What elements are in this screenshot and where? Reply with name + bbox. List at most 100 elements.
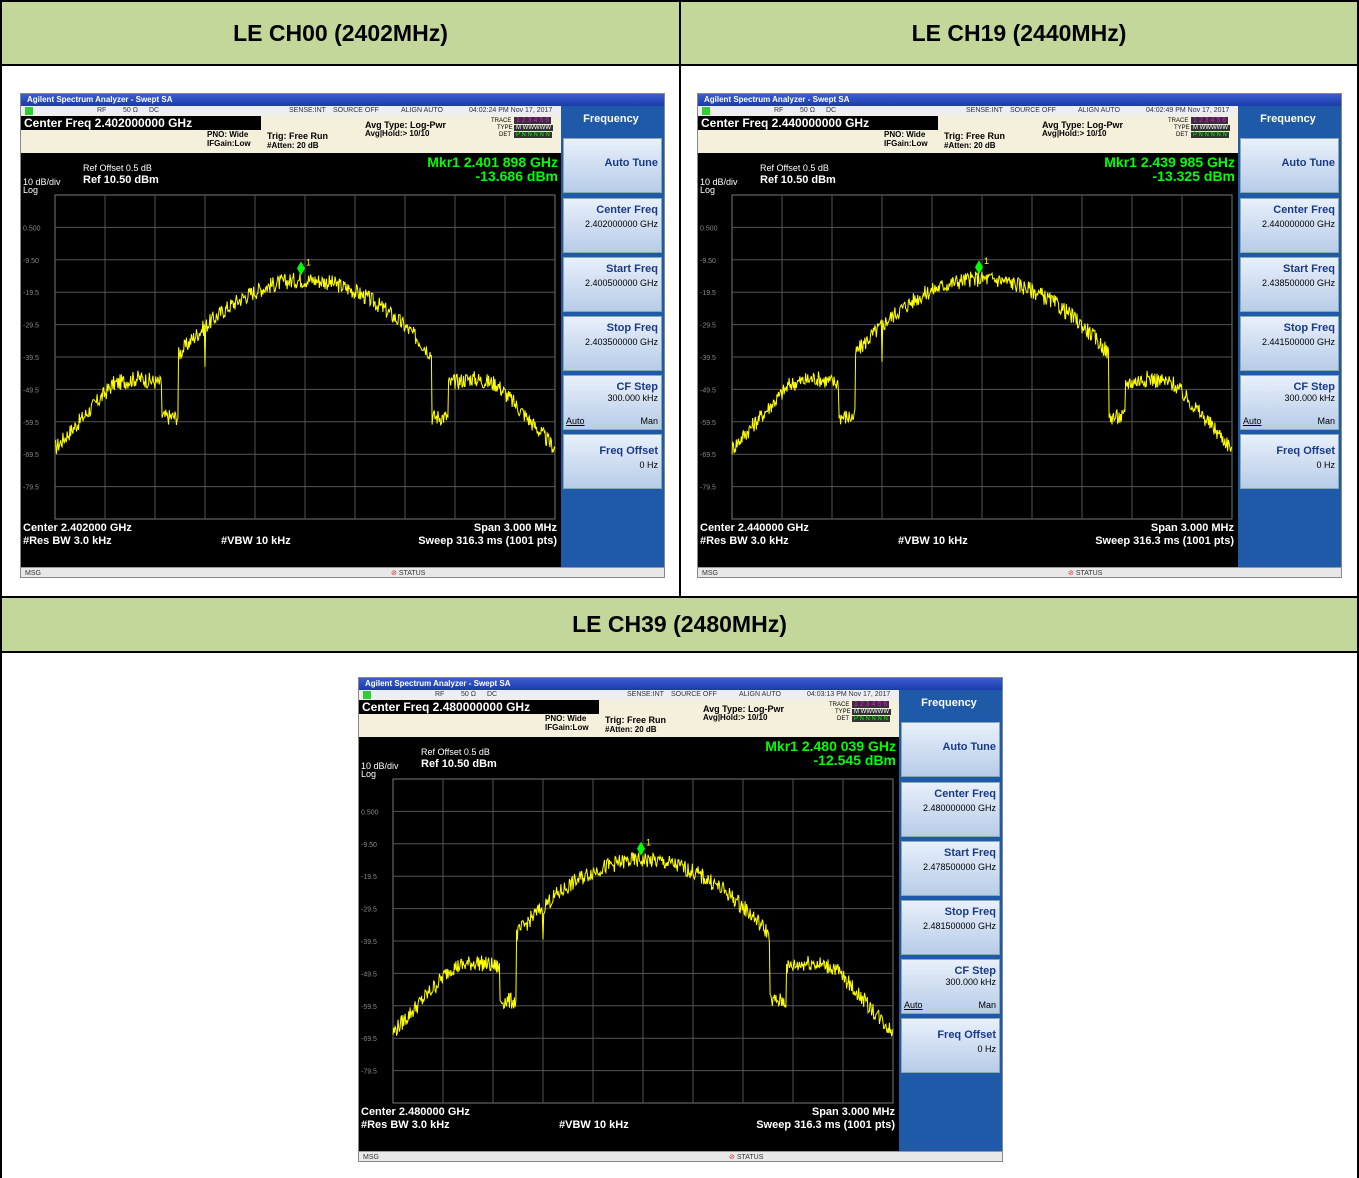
status-dc: DC — [826, 107, 837, 114]
start-freq-label: Start Freq — [1283, 263, 1335, 275]
y-tick-label: -49.5 — [700, 387, 716, 394]
marker-diamond-icon[interactable] — [637, 841, 645, 856]
y-tick-label: -69.5 — [700, 452, 716, 459]
auto-tune-button[interactable]: Auto Tune — [901, 722, 1000, 777]
status-button[interactable]: ⊘ STATUS — [729, 1152, 763, 1161]
cf-step-button[interactable]: CF Step 300.000 kHz Auto Man — [1240, 375, 1339, 430]
log-label: Log — [361, 769, 376, 779]
status-dc: DC — [487, 691, 498, 698]
spectrum-analyzer-ch19: Agilent Spectrum Analyzer - Swept SA RF … — [697, 93, 1342, 578]
trace-label: TRACE — [1168, 118, 1189, 124]
sweep-label: Sweep 316.3 ms (1001 pts) — [418, 535, 557, 547]
message-bar: MSG ⊘ STATUS — [359, 1151, 1002, 1161]
status-button[interactable]: ⊘ STATUS — [391, 568, 425, 577]
start-freq-button[interactable]: Start Freq 2.438500000 GHz — [1240, 257, 1339, 312]
trace-values: 1 2 3 4 5 6 — [1191, 117, 1229, 124]
start-freq-button[interactable]: Start Freq 2.400500000 GHz — [563, 257, 662, 312]
lx-indicator-icon — [702, 107, 710, 115]
freq-offset-value: 0 Hz — [1316, 460, 1335, 470]
softkey-menu: Frequency Auto Tune Center Freq 2.4020000… — [561, 106, 664, 567]
cf-step-auto: Auto — [1243, 416, 1262, 426]
msg-label: MSG — [702, 570, 718, 577]
marker-level-readout: -12.545 dBm — [814, 752, 896, 768]
center-freq-value: 2.480000000 GHz — [922, 803, 996, 813]
center-freq-readout[interactable]: Center Freq 2.440000000 GHz — [698, 116, 938, 130]
start-freq-button[interactable]: Start Freq 2.478500000 GHz — [901, 841, 1000, 896]
stop-freq-label: Stop Freq — [944, 906, 996, 918]
trace-values: 1 2 3 4 5 6 — [514, 117, 552, 124]
ref-offset-label: Ref Offset 0.5 dB — [83, 163, 152, 173]
sweep-label: Sweep 316.3 ms (1001 pts) — [756, 1119, 895, 1131]
center-label: Center 2.480000 GHz — [361, 1106, 470, 1118]
center-freq-label: Center Freq — [934, 788, 996, 800]
y-tick-label: -49.5 — [23, 387, 39, 394]
y-tick-label: -29.5 — [23, 323, 39, 330]
det-label: DET — [499, 132, 511, 138]
y-tick-label: -29.5 — [700, 323, 716, 330]
atten-label: #Atten: 20 dB — [267, 141, 319, 150]
cf-step-label: CF Step — [616, 381, 658, 393]
status-rf: RF — [774, 107, 784, 114]
trace-label: TRACE — [829, 702, 850, 708]
cf-step-button[interactable]: CF Step 300.000 kHz Auto Man — [901, 959, 1000, 1014]
center-freq-button[interactable]: Center Freq 2.440000000 GHz — [1240, 198, 1339, 253]
marker-diamond-icon[interactable] — [297, 261, 305, 276]
scale-label: 10 dB/div — [361, 761, 399, 771]
trace-values: 1 2 3 4 5 6 — [852, 701, 890, 708]
settings-panel: Center Freq 2.440000000 GHz PNO: Wide IF… — [698, 116, 1238, 153]
span-label: Span 3.000 MHz — [474, 522, 558, 534]
center-freq-button[interactable]: Center Freq 2.480000000 GHz — [901, 782, 1000, 837]
menu-title-frequency: Frequency — [1240, 108, 1339, 134]
marker-diamond-icon[interactable] — [975, 260, 983, 275]
auto-tune-button[interactable]: Auto Tune — [563, 138, 662, 193]
ifgain-label: IFGain:Low — [884, 139, 928, 148]
status-icon: ⊘ — [729, 1154, 735, 1161]
marker-readout: Mkr1 2.480 039 GHz — [765, 738, 896, 754]
spectrum-analyzer-ch00: Agilent Spectrum Analyzer - Swept SA RF … — [20, 93, 665, 578]
start-freq-label: Start Freq — [606, 263, 658, 275]
status-align: ALIGN AUTO — [739, 691, 781, 698]
y-tick-label: -9.50 — [23, 258, 39, 265]
center-label: Center 2.402000 GHz — [23, 522, 132, 534]
center-freq-readout[interactable]: Center Freq 2.480000000 GHz — [359, 700, 599, 714]
y-tick-label: -69.5 — [23, 452, 39, 459]
center-label: Center 2.440000 GHz — [700, 522, 809, 534]
stop-freq-label: Stop Freq — [606, 322, 658, 334]
cf-step-man: Man — [978, 1000, 996, 1010]
y-tick-label: 0.500 — [700, 225, 718, 232]
y-tick-label: -69.5 — [361, 1036, 377, 1043]
y-tick-label: -9.50 — [700, 258, 716, 265]
status-label: STATUS — [1075, 570, 1103, 577]
freq-offset-value: 0 Hz — [639, 460, 658, 470]
freq-offset-button[interactable]: Freq Offset 0 Hz — [1240, 434, 1339, 489]
freq-offset-button[interactable]: Freq Offset 0 Hz — [563, 434, 662, 489]
auto-tune-button[interactable]: Auto Tune — [1240, 138, 1339, 193]
trace-display: Ref Offset 0.5 dB 10 dB/div Log Ref 10.50 d… — [21, 153, 561, 567]
freq-offset-button[interactable]: Freq Offset 0 Hz — [901, 1018, 1000, 1073]
spectrum-analyzer-ch39: Agilent Spectrum Analyzer - Swept SA RF … — [358, 677, 1003, 1162]
status-align: ALIGN AUTO — [401, 107, 443, 114]
settings-panel: Center Freq 2.480000000 GHz PNO: Wide IF… — [359, 700, 899, 737]
ref-level-label: Ref 10.50 dBm — [421, 758, 497, 770]
stop-freq-button[interactable]: Stop Freq 2.481500000 GHz — [901, 900, 1000, 955]
vbw-label: #VBW 10 kHz — [221, 535, 291, 547]
vbw-label: #VBW 10 kHz — [559, 1119, 629, 1131]
stop-freq-value: 2.441500000 GHz — [1261, 337, 1335, 347]
log-label: Log — [700, 185, 715, 195]
timestamp: 04:02:24 PM Nov 17, 2017 — [469, 107, 553, 114]
avg-hold-label: Avg|Hold:> 10/10 — [365, 129, 430, 138]
span-label: Span 3.000 MHz — [812, 1106, 896, 1118]
stop-freq-button[interactable]: Stop Freq 2.441500000 GHz — [1240, 316, 1339, 371]
scale-label: 10 dB/div — [23, 177, 61, 187]
center-freq-value: 2.440000000 GHz — [1261, 219, 1335, 229]
status-rf: RF — [435, 691, 445, 698]
stop-freq-button[interactable]: Stop Freq 2.403500000 GHz — [563, 316, 662, 371]
center-freq-readout[interactable]: Center Freq 2.402000000 GHz — [21, 116, 261, 130]
cf-step-button[interactable]: CF Step 300.000 kHz Auto Man — [563, 375, 662, 430]
status-button[interactable]: ⊘ STATUS — [1068, 568, 1103, 577]
spectrum-trace — [54, 272, 556, 454]
rbw-label: #Res BW 3.0 kHz — [23, 535, 112, 547]
avg-hold-label: Avg|Hold:> 10/10 — [1042, 129, 1107, 138]
center-freq-button[interactable]: Center Freq 2.402000000 GHz — [563, 198, 662, 253]
